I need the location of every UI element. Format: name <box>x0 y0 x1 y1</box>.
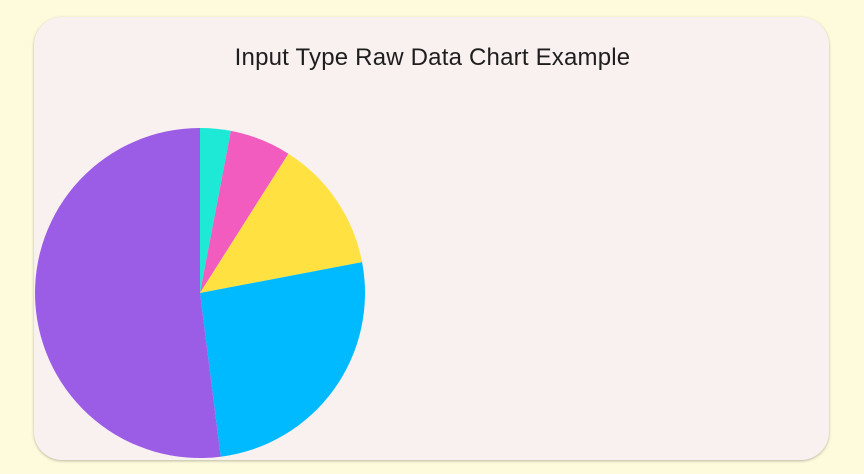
pie-slices <box>35 127 366 458</box>
pie-slice-4 <box>200 262 366 457</box>
pie-slice-3 <box>200 153 363 293</box>
chart-title: Input Type Raw Data Chart Example <box>234 44 631 71</box>
pie-slice-5 <box>35 128 221 458</box>
pie-slice-2 <box>200 130 289 293</box>
pie-slice-1 <box>200 127 231 293</box>
